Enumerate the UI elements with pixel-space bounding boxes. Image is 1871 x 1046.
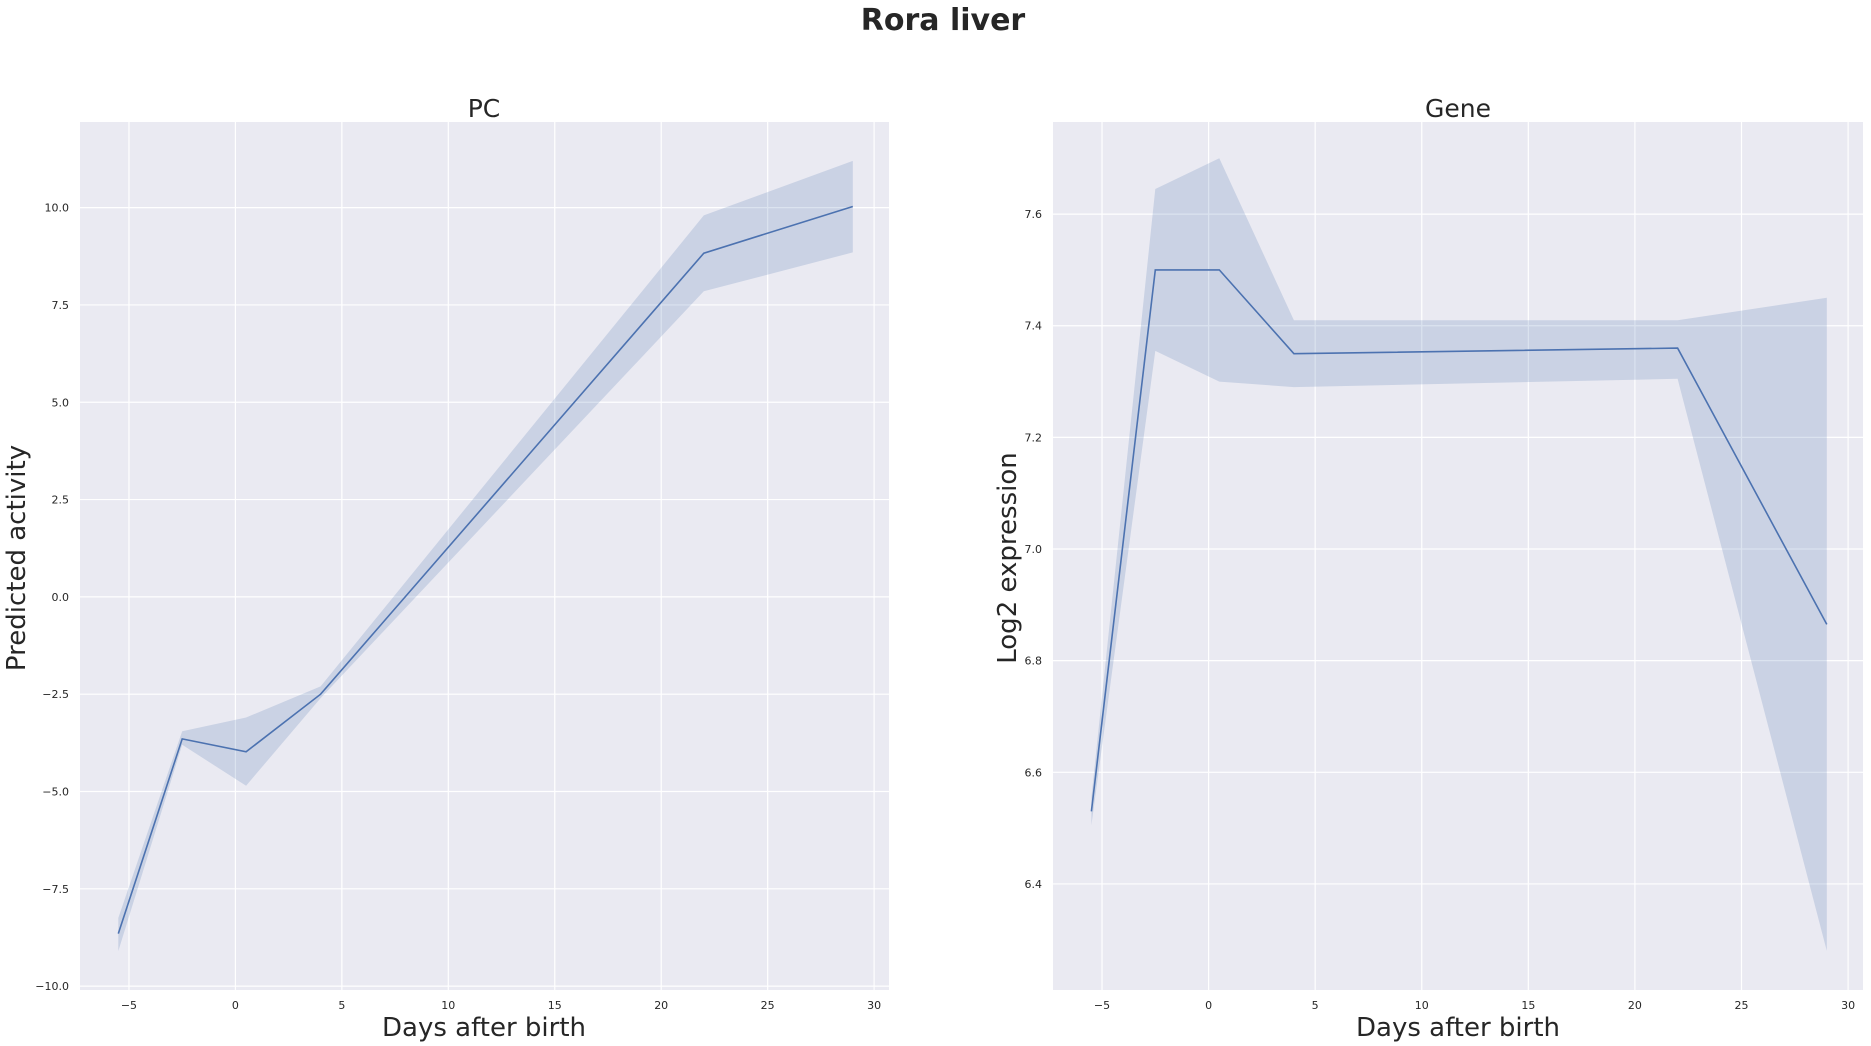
gene-x-tick-label: 10 xyxy=(1415,999,1429,1012)
gene-y-tick-label: 7.6 xyxy=(1025,208,1043,221)
pc-x-tick-label: 15 xyxy=(548,999,562,1012)
gene-y-tick-label: 7.0 xyxy=(1025,543,1043,556)
pc-plot-area xyxy=(80,122,889,990)
pc-y-axis-label: Predicted activity xyxy=(2,445,32,671)
pc-x-tick-label: −5 xyxy=(121,999,137,1012)
gene-y-axis-label: Log2 expression xyxy=(993,452,1023,664)
gene-x-axis-label: Days after birth xyxy=(1356,1013,1560,1043)
gene-x-tick-label: 30 xyxy=(1841,999,1855,1012)
pc-y-tick-label: 0.0 xyxy=(52,591,70,604)
gene-y-tick-label: 7.2 xyxy=(1025,431,1043,444)
gene-y-tick-label: 6.6 xyxy=(1025,766,1043,779)
gene-x-tick-label: 5 xyxy=(1312,999,1319,1012)
gene-plot-area xyxy=(1053,122,1863,990)
gene-panel: Gene Days after birth Log2 expression −5… xyxy=(993,94,1863,1043)
pc-y-tick-label: −10.0 xyxy=(35,980,69,993)
pc-y-tick-label: 10.0 xyxy=(45,202,70,215)
pc-x-tick-label: 25 xyxy=(761,999,775,1012)
gene-x-tick-label: 20 xyxy=(1628,999,1642,1012)
pc-y-tick-label: 2.5 xyxy=(52,494,70,507)
pc-x-tick-label: 10 xyxy=(441,999,455,1012)
gene-confidence-band xyxy=(1091,158,1827,951)
figure-suptitle: Rora liver xyxy=(861,3,1026,38)
pc-x-tick-label: 5 xyxy=(338,999,345,1012)
pc-panel-title: PC xyxy=(468,94,501,123)
pc-panel: PC Days after birth Predicted activity −… xyxy=(2,94,889,1043)
pc-x-axis-label: Days after birth xyxy=(382,1013,586,1043)
gene-y-tick-label: 7.4 xyxy=(1025,320,1043,333)
pc-y-tick-label: −5.0 xyxy=(42,785,69,798)
gene-y-tick-label: 6.4 xyxy=(1025,878,1043,891)
pc-confidence-band xyxy=(118,160,853,952)
gene-x-tick-label: 0 xyxy=(1205,999,1212,1012)
gene-x-tick-label: 25 xyxy=(1735,999,1749,1012)
gene-x-tick-label: −5 xyxy=(1094,999,1110,1012)
pc-y-tick-label: 5.0 xyxy=(52,396,70,409)
pc-y-tick-label: −2.5 xyxy=(42,688,69,701)
pc-x-tick-label: 20 xyxy=(654,999,668,1012)
gene-panel-title: Gene xyxy=(1425,94,1491,123)
pc-series-line xyxy=(117,205,854,934)
pc-x-tick-label: 30 xyxy=(867,999,881,1012)
pc-x-tick-label: 0 xyxy=(232,999,239,1012)
gene-y-tick-label: 6.8 xyxy=(1025,655,1043,668)
gene-x-tick-label: 15 xyxy=(1521,999,1535,1012)
pc-y-tick-label: −7.5 xyxy=(42,883,69,896)
pc-y-tick-label: 7.5 xyxy=(52,299,70,312)
gene-series-line xyxy=(1090,269,1828,812)
